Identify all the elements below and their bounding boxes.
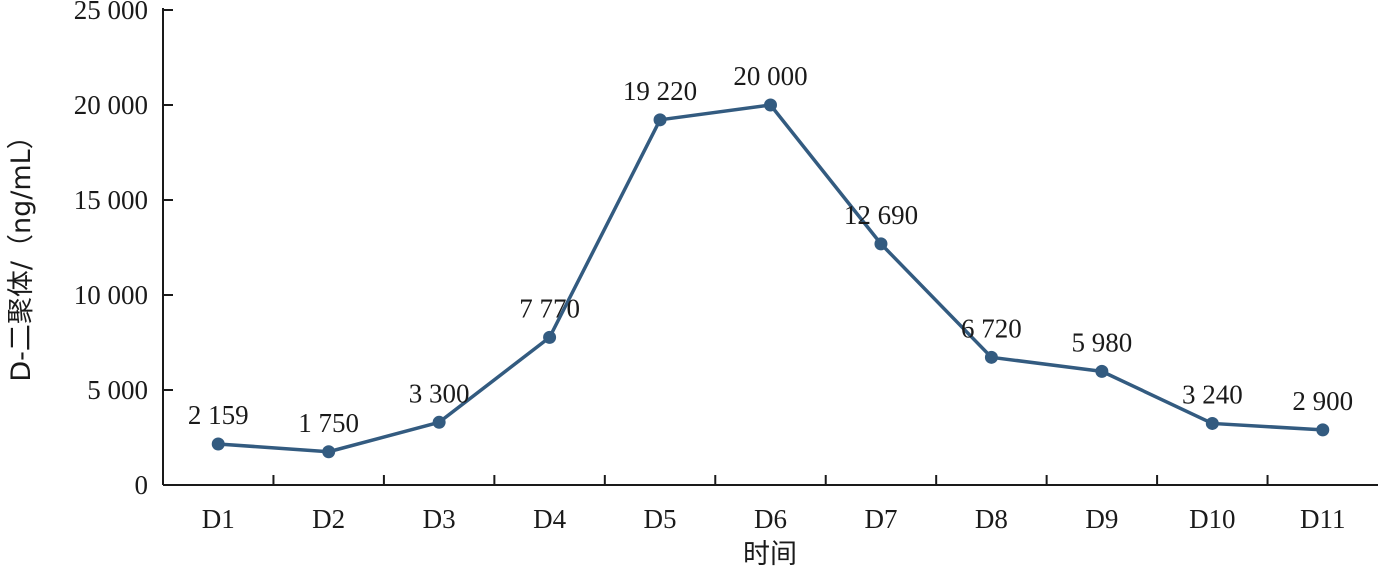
data-label: 1 750 [298, 408, 359, 438]
y-tick-label: 20 000 [74, 90, 148, 120]
data-point [653, 113, 667, 127]
x-axis-title: 时间 [743, 539, 797, 570]
data-point [543, 330, 557, 344]
data-point [1316, 423, 1330, 437]
x-tick-label: D2 [312, 504, 345, 534]
y-tick-label: 0 [135, 470, 149, 500]
data-label: 12 690 [844, 200, 918, 230]
y-tick-label: 5 000 [87, 375, 148, 405]
y-tick-label: 15 000 [74, 185, 148, 215]
data-point [211, 437, 225, 451]
data-label: 3 300 [409, 378, 470, 408]
data-label: 20 000 [733, 61, 807, 91]
data-point [874, 237, 888, 251]
y-axis-ticks: 0 5 000 10 000 15 000 20 000 25 000 [74, 0, 173, 500]
data-point [764, 98, 777, 112]
x-tick-label: D11 [1300, 504, 1346, 534]
data-point [1205, 416, 1219, 430]
data-point [1095, 364, 1109, 378]
data-label: 2 159 [188, 400, 249, 430]
x-tick-label: D8 [975, 504, 1008, 534]
data-label: 2 900 [1292, 386, 1353, 416]
x-tick-label: D10 [1189, 504, 1236, 534]
data-label: 5 980 [1071, 327, 1132, 357]
x-tick-label: D4 [533, 504, 566, 534]
y-axis-title: D-二聚体/（ng/mL） [6, 122, 37, 381]
y-tick-label: 25 000 [74, 0, 148, 25]
x-tick-label: D3 [423, 504, 456, 534]
series-group: 2 159 1 750 3 300 7 770 19 220 20 000 12 690 6 … [188, 61, 1353, 459]
x-tick-label: D5 [644, 504, 677, 534]
data-label: 6 720 [961, 313, 1022, 343]
x-axis-ticks: D1 D2 D3 D4 D5 D6 D7 D8 D9 D10 D11 [202, 475, 1346, 534]
data-label: 3 240 [1182, 379, 1243, 409]
data-label: 19 220 [623, 76, 697, 106]
x-tick-label: D9 [1085, 504, 1118, 534]
x-tick-label: D7 [864, 504, 897, 534]
axes [162, 8, 1378, 486]
data-point [984, 350, 998, 364]
y-tick-label: 10 000 [74, 280, 148, 310]
x-tick-label: D1 [202, 504, 235, 534]
x-tick-label: D6 [754, 504, 787, 534]
data-label: 7 770 [519, 293, 580, 323]
data-point [322, 445, 336, 459]
data-point [432, 415, 446, 429]
series-line [218, 103, 1323, 454]
